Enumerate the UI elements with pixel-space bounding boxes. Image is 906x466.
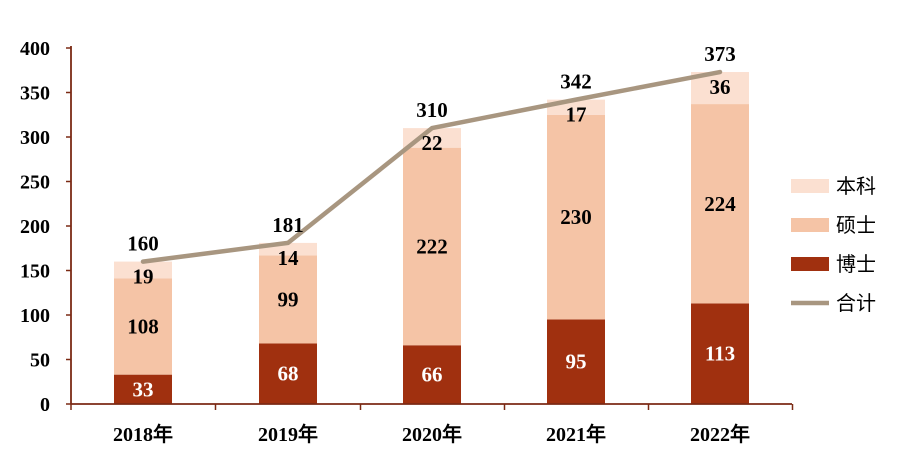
segment-value-label: 17 [566, 103, 587, 127]
bar-segment [403, 147, 461, 346]
legend-label: 合计 [836, 291, 876, 315]
total-value-label: 342 [560, 70, 592, 94]
total-value-label: 310 [416, 98, 448, 122]
bar-segment [259, 343, 317, 404]
y-tick-label: 400 [20, 38, 50, 60]
segment-value-label: 66 [422, 363, 443, 387]
y-tick-label: 0 [40, 394, 50, 416]
bar-segment [691, 303, 749, 404]
segment-value-label: 224 [704, 192, 736, 216]
axes [66, 46, 794, 410]
bar-segment [547, 114, 605, 320]
segment-value-label: 14 [278, 246, 300, 270]
x-axis-ticks: 2018年 2019年 2020年 2021年 2022年 [113, 422, 750, 446]
total-line-layer [140, 69, 723, 264]
bar-segment [691, 104, 749, 304]
bars-layer [114, 72, 749, 404]
legend-label: 硕士 [836, 213, 876, 237]
bar-segment [114, 261, 172, 279]
y-tick-label: 50 [30, 350, 50, 372]
y-axis-ticks: 0 50 100 150 200 250 300 350 400 [20, 38, 50, 416]
data-labels: 3310819160689914181662222231095230173421… [127, 42, 736, 401]
y-tick-label: 150 [20, 261, 50, 283]
segment-value-label: 36 [710, 75, 731, 99]
segment-value-label: 230 [560, 205, 592, 229]
x-tick-label: 2021年 [546, 422, 606, 446]
y-tick-label: 350 [20, 83, 50, 105]
bar-segment [403, 128, 461, 148]
x-tick-label: 2020年 [402, 422, 462, 446]
y-tick-label: 200 [20, 216, 50, 238]
segment-value-label: 99 [278, 287, 299, 311]
segment-value-label: 222 [416, 234, 448, 258]
segment-value-label: 113 [705, 342, 735, 366]
legend-label: 本科 [836, 174, 876, 198]
segment-value-label: 95 [566, 350, 587, 374]
total-value-label: 181 [272, 213, 304, 237]
bar-segment [259, 255, 317, 344]
legend-swatch [791, 179, 829, 193]
y-tick-label: 300 [20, 127, 50, 149]
segment-value-label: 68 [278, 362, 299, 386]
bar-segment [403, 345, 461, 404]
y-tick-label: 100 [20, 305, 50, 327]
legend-swatch [791, 218, 829, 232]
segment-value-label: 22 [422, 131, 443, 155]
legend-label: 博士 [836, 252, 876, 276]
segment-value-label: 33 [133, 377, 154, 401]
total-line [140, 69, 723, 264]
bar-segment [547, 319, 605, 404]
x-tick-label: 2022年 [690, 422, 750, 446]
bar-segment [114, 278, 172, 375]
bar-segment [114, 374, 172, 404]
y-tick-label: 250 [20, 172, 50, 194]
legend-swatch [791, 257, 829, 271]
x-tick-label: 2018年 [113, 422, 173, 446]
total-value-label: 160 [127, 232, 159, 256]
segment-value-label: 108 [127, 315, 159, 339]
total-value-label: 373 [704, 42, 736, 66]
x-tick-label: 2019年 [258, 422, 318, 446]
segment-value-label: 19 [133, 265, 154, 289]
